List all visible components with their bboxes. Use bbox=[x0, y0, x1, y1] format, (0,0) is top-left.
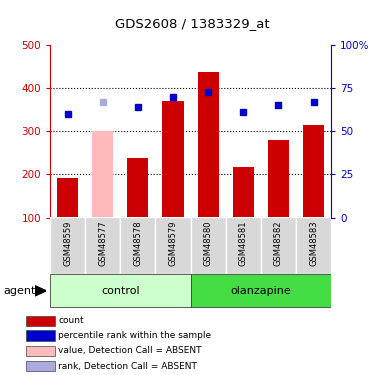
Bar bbox=[127, 158, 148, 218]
Bar bbox=[85, 217, 120, 274]
Text: GSM48582: GSM48582 bbox=[274, 220, 283, 266]
Bar bbox=[26, 316, 55, 326]
Text: GSM48583: GSM48583 bbox=[309, 220, 318, 266]
Text: GDS2608 / 1383329_at: GDS2608 / 1383329_at bbox=[115, 17, 270, 30]
Bar bbox=[198, 72, 219, 217]
Bar bbox=[226, 217, 261, 274]
Text: control: control bbox=[101, 286, 140, 296]
Bar bbox=[50, 274, 191, 307]
Bar bbox=[303, 125, 324, 217]
Text: GSM48559: GSM48559 bbox=[63, 220, 72, 266]
Text: GSM48581: GSM48581 bbox=[239, 220, 248, 266]
Bar bbox=[156, 217, 191, 274]
Text: GSM48580: GSM48580 bbox=[204, 220, 213, 266]
Bar bbox=[191, 274, 331, 307]
Text: agent: agent bbox=[4, 286, 36, 296]
Bar bbox=[26, 346, 55, 356]
Bar bbox=[121, 217, 156, 274]
Bar bbox=[57, 178, 78, 218]
Bar bbox=[162, 101, 184, 217]
Text: rank, Detection Call = ABSENT: rank, Detection Call = ABSENT bbox=[58, 362, 197, 370]
Text: GSM48579: GSM48579 bbox=[169, 220, 177, 266]
Text: olanzapine: olanzapine bbox=[231, 286, 291, 296]
Bar bbox=[50, 217, 85, 274]
Text: value, Detection Call = ABSENT: value, Detection Call = ABSENT bbox=[58, 346, 202, 355]
Text: percentile rank within the sample: percentile rank within the sample bbox=[58, 331, 211, 340]
Bar bbox=[191, 217, 226, 274]
Bar bbox=[268, 140, 289, 218]
Text: GSM48578: GSM48578 bbox=[133, 220, 142, 266]
Bar bbox=[26, 330, 55, 340]
Bar bbox=[92, 131, 113, 218]
Text: count: count bbox=[58, 316, 84, 325]
Polygon shape bbox=[35, 286, 46, 296]
Bar bbox=[26, 361, 55, 371]
Bar bbox=[261, 217, 296, 274]
Bar bbox=[296, 217, 331, 274]
Text: GSM48577: GSM48577 bbox=[98, 220, 107, 266]
Bar bbox=[233, 166, 254, 218]
